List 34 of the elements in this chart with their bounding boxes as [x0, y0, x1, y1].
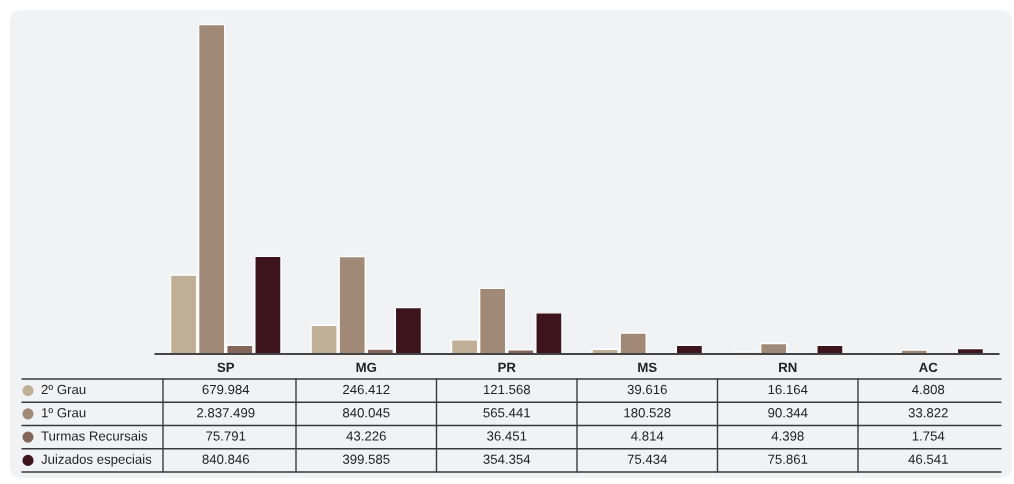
- data-label: 565.441: [483, 408, 530, 418]
- data-label: 16.164: [768, 384, 808, 395]
- legend-label: 2º Grau: [41, 384, 86, 395]
- legend-label: 1º Grau: [42, 408, 86, 418]
- data-label: 33.822: [908, 408, 948, 418]
- data-label: 75.861: [768, 454, 808, 464]
- data-label: 1.754: [912, 431, 945, 441]
- data-label: 2.837.499: [197, 408, 255, 418]
- x-tick-label: RN: [779, 362, 797, 372]
- data-label: 679.984: [202, 384, 250, 395]
- data-label: 399.585: [342, 454, 390, 464]
- legend-label: Juizados especiais: [41, 454, 152, 467]
- x-tick-label: MG: [356, 362, 377, 373]
- data-label: 75.434: [627, 454, 668, 464]
- data-label: 90.344: [768, 408, 808, 418]
- data-label: 840.045: [342, 408, 390, 418]
- data-label: 4.814: [631, 431, 664, 441]
- x-tick-label: AC: [919, 362, 938, 373]
- data-label: 354.354: [483, 454, 531, 464]
- x-tick-label: SP: [217, 362, 235, 373]
- x-tick-label: PR: [498, 362, 516, 372]
- data-label: 39.616: [627, 384, 667, 395]
- data-label: 43.226: [346, 431, 386, 441]
- x-tick-label: MS: [638, 362, 657, 373]
- data-label: 75.791: [206, 431, 246, 441]
- data-label: 4.808: [912, 384, 945, 395]
- data-label: 4.398: [771, 431, 804, 441]
- data-label: 36.451: [487, 431, 527, 441]
- data-label: 46.541: [908, 454, 948, 464]
- data-label: 246.412: [343, 384, 390, 395]
- data-label: 840.846: [202, 454, 250, 464]
- data-label: 180.528: [624, 408, 671, 418]
- legend-label: Turmas Recursais: [41, 430, 148, 441]
- data-label: 121.568: [483, 384, 531, 395]
